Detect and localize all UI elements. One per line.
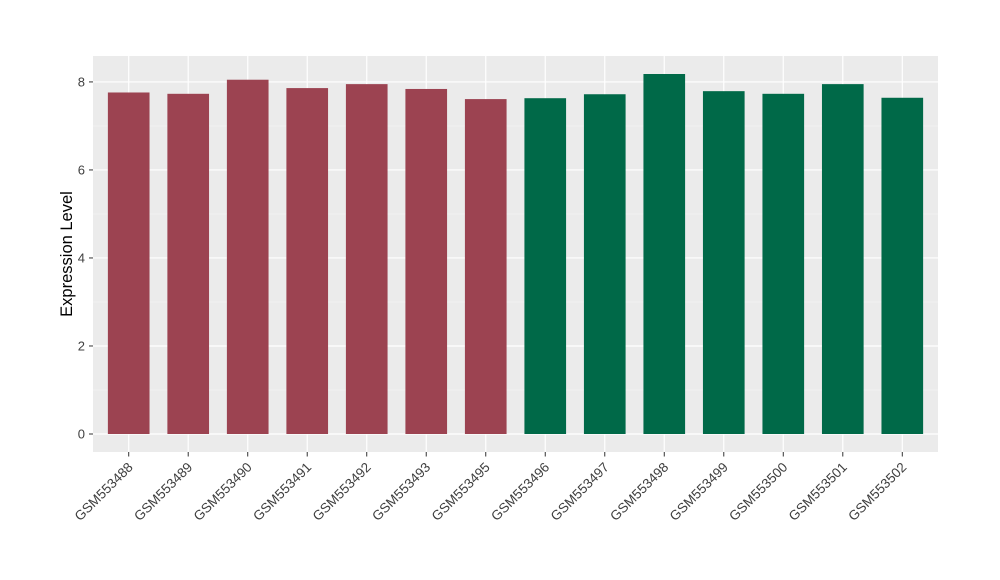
x-tick-label: GSM553497 [548,460,612,524]
chart-panel [93,56,938,452]
x-tick-label: GSM553502 [845,460,909,524]
bar [226,79,269,435]
x-tick-label: GSM553493 [369,460,433,524]
bar [345,84,388,434]
bar [583,94,626,434]
y-tick-label: 4 [78,250,85,265]
y-axis-title: Expression Level [58,191,76,317]
bar [702,91,745,434]
bar [107,92,150,435]
y-tick-label: 0 [78,427,85,442]
bar [821,84,864,434]
x-tick-label: GSM553490 [191,460,255,524]
x-tick-label: GSM553500 [726,460,790,524]
y-tick-label: 8 [78,74,85,89]
x-tick-label: GSM553499 [667,460,731,524]
bar [762,93,805,435]
bar [524,98,567,434]
x-tick-label: GSM553501 [786,460,850,524]
bar [643,74,686,434]
bar [405,88,448,435]
x-tick-label: GSM553495 [429,460,493,524]
bar [286,88,329,434]
y-tick-label: 2 [78,338,85,353]
bar [881,97,924,434]
x-tick-label: GSM553491 [250,460,314,524]
y-tick-label: 6 [78,162,85,177]
bar [464,99,507,434]
x-tick-label: GSM553489 [131,460,195,524]
x-tick-label: GSM553498 [607,460,671,524]
x-tick-label: GSM553492 [310,460,374,524]
bar [167,93,210,435]
x-tick-label: GSM553496 [488,460,552,524]
x-tick-label: GSM553488 [72,460,136,524]
